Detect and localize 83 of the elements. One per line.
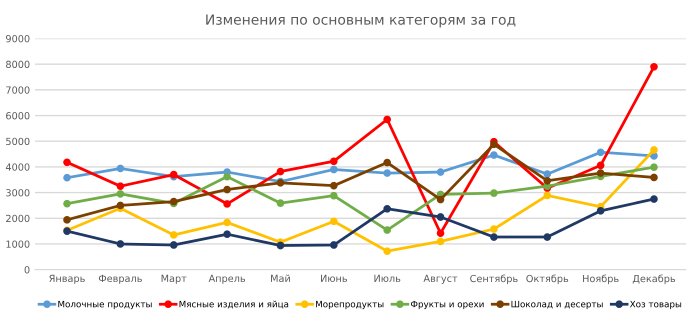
point (596, 162, 604, 170)
point (170, 231, 178, 239)
point (116, 240, 124, 248)
point (596, 169, 604, 177)
legend-label: Мясные изделия и яйца (180, 300, 288, 308)
y-tick-label: 7000 (6, 86, 30, 94)
point (596, 207, 604, 215)
point (543, 192, 552, 200)
legend-label: Молочные продукты (58, 300, 152, 310)
point (650, 174, 658, 182)
y-tick-label: 8000 (6, 60, 30, 68)
x-tick-label: Декабрь (632, 274, 676, 284)
point (490, 189, 498, 197)
point (330, 166, 338, 174)
point (223, 200, 231, 208)
point (650, 146, 658, 154)
point (436, 213, 444, 221)
point (490, 233, 498, 241)
point (436, 229, 444, 237)
point (330, 157, 338, 166)
point (276, 242, 284, 250)
x-tick-label: Март (162, 274, 187, 284)
point (116, 182, 124, 190)
y-tick-label: 6000 (6, 112, 30, 120)
point (223, 186, 231, 194)
point (276, 168, 284, 176)
point (650, 163, 658, 171)
point (330, 192, 338, 200)
point (116, 202, 124, 210)
x-tick-label: Январь (49, 274, 85, 284)
point (436, 168, 444, 176)
point (330, 182, 338, 190)
point (223, 218, 231, 226)
point (63, 216, 71, 224)
point (63, 200, 71, 208)
x-tick-label: Октябрь (526, 274, 568, 284)
y-tick-label: 2000 (6, 214, 30, 222)
point (543, 176, 552, 185)
point (383, 116, 391, 124)
y-tick-label: 1000 (6, 240, 30, 248)
legend-label: Шоколад и десерты (512, 300, 603, 310)
legend-label: Хоз товары (630, 300, 682, 310)
legend-label: Морепродукты (316, 300, 384, 310)
chart-title: Изменения по основным категорям за год (206, 14, 516, 28)
point (490, 151, 498, 159)
point (116, 190, 124, 198)
y-tick-label: 0 (24, 266, 30, 274)
point (383, 247, 391, 255)
point (383, 204, 391, 213)
y-tick-label: 4000 (6, 163, 30, 171)
point (650, 62, 658, 71)
x-tick-label: Февраль (98, 274, 142, 284)
y-tick-label: 5000 (6, 138, 30, 146)
point (383, 169, 391, 177)
point (170, 241, 178, 249)
point (490, 225, 498, 233)
x-tick-label: Июль (374, 274, 400, 282)
point (596, 148, 604, 156)
point (383, 226, 391, 234)
x-tick-label: Ноябрь (583, 274, 619, 284)
point (330, 241, 338, 249)
point (223, 230, 231, 238)
point (276, 199, 284, 207)
point (330, 218, 338, 226)
y-tick-label: 3000 (6, 189, 30, 196)
point (223, 172, 231, 180)
point (63, 174, 71, 182)
x-tick-label: Сентябрь (470, 274, 518, 284)
point (436, 238, 444, 246)
point (63, 158, 71, 166)
point (436, 196, 444, 204)
point (543, 233, 552, 241)
x-tick-label: Май (271, 274, 290, 282)
point (650, 195, 658, 203)
point (116, 164, 124, 172)
point (383, 158, 391, 166)
y-tick-label: 9000 (6, 35, 30, 42)
point (490, 140, 498, 148)
x-tick-label: Август (423, 274, 458, 284)
x-tick-label: Июнь (321, 274, 348, 282)
point (543, 170, 552, 178)
x-tick-label: Апрель (208, 274, 246, 284)
legend-label: Фрукты и орехи (410, 300, 484, 310)
